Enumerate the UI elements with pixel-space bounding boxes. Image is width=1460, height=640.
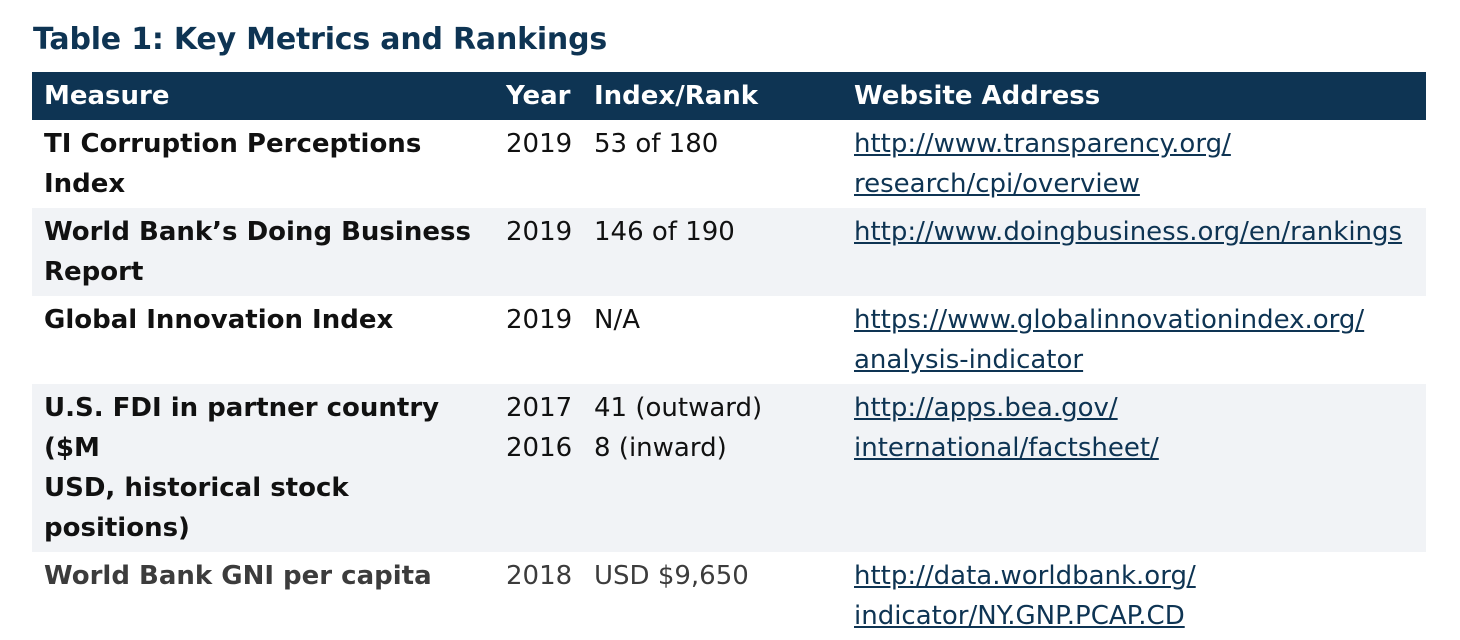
table-row: TI Corruption Perceptions Index 2019 53 …: [32, 120, 1426, 208]
website-cell: http://www.transparency.org/ research/cp…: [842, 120, 1426, 208]
measure-text: World Bank GNI per capita: [44, 561, 432, 591]
measure-text: USD, historical stock positions): [44, 473, 349, 543]
table-row: U.S. FDI in partner country ($M USD, his…: [32, 384, 1426, 552]
year-text: 2018: [506, 561, 573, 591]
year-text: 2016: [506, 433, 573, 463]
year-cell: 2019: [494, 296, 582, 384]
measure-cell: World Bank GNI per capita: [32, 552, 494, 640]
table-row: World Bank’s Doing Business Report 2019 …: [32, 208, 1426, 296]
website-link-text[interactable]: http://www.transparency.org/: [854, 129, 1231, 159]
header-index-rank: Index/Rank: [582, 72, 842, 120]
table-row: World Bank GNI per capita 2018 USD $9,65…: [32, 552, 1426, 640]
website-link-text[interactable]: analysis-indicator: [854, 345, 1084, 375]
measure-cell: U.S. FDI in partner country ($M USD, his…: [32, 384, 494, 552]
measure-text: Global Innovation Index: [44, 305, 394, 335]
index-rank-text: 146 of 190: [594, 217, 735, 247]
year-text: 2017: [506, 393, 573, 423]
website-link[interactable]: http://www.doingbusiness.org/en/rankings: [854, 212, 1426, 252]
year-cell: 2018: [494, 552, 582, 640]
measure-cell: World Bank’s Doing Business Report: [32, 208, 494, 296]
year-text: 2019: [506, 217, 573, 247]
table-header-row: Measure Year Index/Rank Website Address: [32, 72, 1426, 120]
header-measure: Measure: [32, 72, 494, 120]
index-rank-cell: 53 of 180: [582, 120, 842, 208]
website-link[interactable]: https://www.globalinnovationindex.org/ a…: [854, 300, 1426, 380]
measure-text: Report: [44, 257, 144, 287]
website-cell: http://data.worldbank.org/ indicator/NY.…: [842, 552, 1426, 640]
measure-text: TI Corruption Perceptions: [44, 129, 422, 159]
website-link-text[interactable]: international/factsheet/: [854, 433, 1159, 463]
header-website-address: Website Address: [842, 72, 1426, 120]
year-cell: 2017 2016: [494, 384, 582, 552]
year-cell: 2019: [494, 208, 582, 296]
measure-cell: TI Corruption Perceptions Index: [32, 120, 494, 208]
table-row: Global Innovation Index 2019 N/A https:/…: [32, 296, 1426, 384]
index-rank-cell: N/A: [582, 296, 842, 384]
measure-text: World Bank’s Doing Business: [44, 217, 471, 247]
website-link-text[interactable]: http://data.worldbank.org/: [854, 561, 1196, 591]
year-text: 2019: [506, 305, 573, 335]
website-link-text[interactable]: research/cpi/overview: [854, 169, 1140, 199]
year-text: 2019: [506, 129, 573, 159]
website-cell: http://apps.bea.gov/ international/facts…: [842, 384, 1426, 552]
index-rank-cell: USD $9,650: [582, 552, 842, 640]
index-rank-text: N/A: [594, 305, 640, 335]
measure-text: U.S. FDI in partner country ($M: [44, 393, 440, 463]
index-rank-text: 41 (outward): [594, 393, 763, 423]
index-rank-cell: 146 of 190: [582, 208, 842, 296]
index-rank-text: 53 of 180: [594, 129, 719, 159]
website-link[interactable]: http://www.transparency.org/ research/cp…: [854, 124, 1426, 204]
index-rank-text: USD $9,650: [594, 561, 749, 591]
metrics-table: Measure Year Index/Rank Website Address …: [32, 72, 1426, 640]
index-rank-cell: 41 (outward) 8 (inward): [582, 384, 842, 552]
year-cell: 2019: [494, 120, 582, 208]
table-title: Table 1: Key Metrics and Rankings: [33, 22, 608, 57]
website-link-text[interactable]: indicator/NY.GNP.PCAP.CD: [854, 601, 1185, 631]
website-cell: http://www.doingbusiness.org/en/rankings: [842, 208, 1426, 296]
index-rank-text: 8 (inward): [594, 433, 727, 463]
website-link[interactable]: http://data.worldbank.org/ indicator/NY.…: [854, 556, 1426, 636]
header-year: Year: [494, 72, 582, 120]
website-link-text[interactable]: https://www.globalinnovationindex.org/: [854, 305, 1365, 335]
website-cell: https://www.globalinnovationindex.org/ a…: [842, 296, 1426, 384]
measure-cell: Global Innovation Index: [32, 296, 494, 384]
website-link-text[interactable]: http://www.doingbusiness.org/en/rankings: [854, 217, 1403, 247]
website-link[interactable]: http://apps.bea.gov/ international/facts…: [854, 388, 1426, 468]
website-link-text[interactable]: http://apps.bea.gov/: [854, 393, 1118, 423]
measure-text: Index: [44, 169, 126, 199]
